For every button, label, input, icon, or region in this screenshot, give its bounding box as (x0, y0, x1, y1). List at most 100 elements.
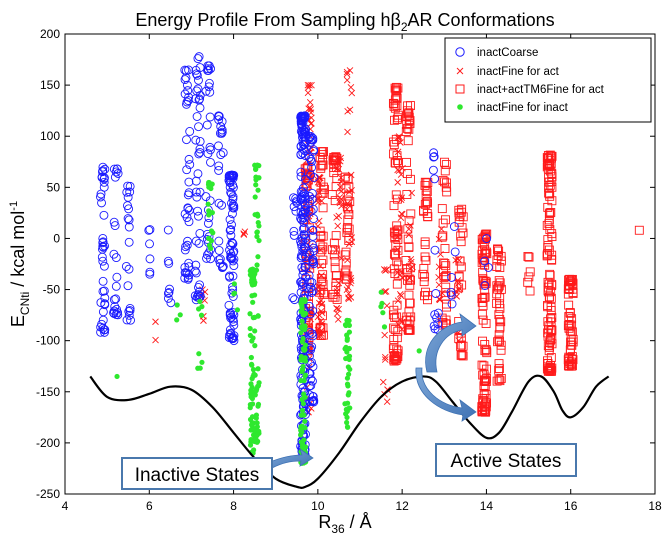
data-point (249, 384, 255, 390)
data-point (404, 290, 414, 300)
data-point (455, 337, 463, 344)
data-point (547, 153, 556, 163)
legend-entry-inactfine-for-inact: inactFine for inact (457, 102, 569, 114)
data-point (403, 136, 413, 146)
data-point (545, 166, 555, 176)
data-point (394, 179, 402, 186)
x-marker-icon (456, 67, 464, 75)
data-point (456, 237, 466, 247)
data-point (99, 286, 109, 296)
data-point (454, 208, 464, 218)
data-point (319, 288, 329, 298)
data-point (404, 112, 414, 122)
data-point (405, 225, 413, 233)
data-point (397, 214, 405, 222)
data-point (301, 412, 307, 418)
data-point (315, 226, 325, 236)
data-point (545, 191, 555, 201)
data-point (308, 331, 318, 341)
data-point (494, 276, 504, 286)
data-point (194, 75, 203, 85)
data-point (406, 209, 416, 219)
data-point (165, 284, 174, 294)
data-point (395, 167, 403, 174)
data-point (185, 160, 195, 170)
data-point (318, 279, 328, 289)
data-point (184, 217, 194, 227)
data-point (308, 257, 318, 267)
data-point (344, 128, 351, 136)
legend: inactCoarse inactFine for act inact+actT… (444, 37, 652, 123)
data-point (429, 152, 439, 162)
data-point (303, 444, 309, 450)
data-point (438, 225, 445, 233)
data-point (446, 290, 456, 300)
data-point (255, 383, 261, 390)
data-point (298, 114, 308, 124)
data-point (252, 343, 258, 349)
data-point (318, 203, 328, 213)
data-point (480, 281, 490, 290)
data-point (494, 330, 504, 340)
data-point (422, 197, 432, 206)
data-point (300, 400, 306, 407)
data-point (331, 278, 341, 288)
data-point (478, 315, 488, 325)
data-point (202, 253, 211, 263)
data-point (390, 158, 400, 168)
data-point (545, 150, 555, 160)
x-tick-label: 6 (146, 499, 153, 513)
data-point (124, 222, 134, 232)
data-point (317, 262, 324, 270)
data-point (215, 258, 225, 268)
data-point (545, 225, 555, 235)
data-point (254, 424, 260, 430)
data-point (304, 89, 312, 97)
data-point (346, 390, 352, 396)
data-point (255, 213, 261, 219)
data-point (334, 316, 342, 323)
data-point (298, 425, 304, 431)
data-point (122, 187, 132, 197)
data-point (306, 374, 316, 384)
data-point (296, 111, 306, 121)
data-point (299, 223, 309, 233)
data-point (182, 135, 191, 145)
data-point (296, 172, 306, 181)
data-point (250, 299, 256, 305)
data-point (191, 187, 201, 197)
data-point (109, 295, 119, 305)
data-point (544, 209, 554, 219)
data-point (309, 214, 319, 224)
data-point (206, 254, 215, 264)
data-point (190, 266, 200, 276)
data-point (298, 129, 307, 139)
data-point (342, 322, 349, 328)
data-point (405, 174, 415, 184)
data-point (438, 231, 448, 241)
data-point (299, 318, 305, 324)
data-point (479, 255, 489, 265)
data-point (405, 231, 413, 239)
data-point (193, 84, 203, 94)
data-point (428, 165, 438, 175)
data-point (404, 242, 414, 252)
data-point (228, 203, 238, 213)
data-point (393, 83, 403, 93)
data-point (194, 122, 204, 132)
data-point (301, 378, 307, 384)
data-point (255, 187, 261, 193)
data-point (126, 315, 135, 325)
data-point (568, 355, 578, 365)
data-point (184, 92, 194, 102)
data-point (348, 89, 356, 97)
data-point (184, 177, 194, 187)
data-point (299, 368, 305, 375)
data-point (333, 164, 341, 172)
data-point (388, 344, 398, 354)
data-point (421, 255, 431, 265)
data-point (343, 191, 353, 201)
data-point (344, 224, 354, 234)
data-point (206, 242, 213, 248)
data-point (318, 300, 326, 308)
